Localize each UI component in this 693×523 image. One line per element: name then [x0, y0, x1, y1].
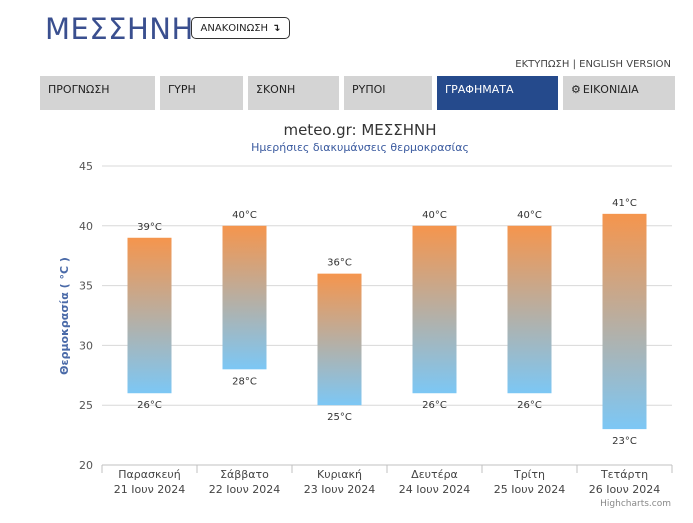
main-nav: ΠΡΟΓΝΩΣΗ ΓΥΡΗ ΣΚΟΝΗ ΡΥΠΟΙ ΓΡΑΦΗΜΑΤΑ ⚙ ΕΙΚ…	[40, 76, 675, 110]
bar-low-label: 26°C	[422, 400, 447, 411]
page-title: ΜΕΣΣΗΝΗ	[45, 12, 194, 46]
x-tick-day-label: Κυριακή	[317, 468, 362, 481]
x-tick-date-label: 22 Ιουν 2024	[209, 483, 280, 496]
tab-charts[interactable]: ΓΡΑΦΗΜΑΤΑ	[437, 76, 558, 110]
y-tick-label: 35	[79, 280, 93, 293]
gear-icon: ⚙	[571, 83, 581, 96]
chart-title: meteo.gr: ΜΕΣΣΗΝΗ	[283, 121, 436, 139]
y-tick-label: 25	[79, 399, 93, 412]
link-separator: |	[572, 59, 576, 70]
tab-label: ΣΚΟΝΗ	[256, 83, 296, 96]
bar-high-label: 36°C	[327, 258, 352, 269]
bar-low-label: 26°C	[137, 400, 162, 411]
tab-dust[interactable]: ΣΚΟΝΗ	[248, 76, 339, 110]
tab-label: ΓΥΡΗ	[168, 83, 196, 96]
x-tick-date-label: 24 Ιουν 2024	[399, 483, 470, 496]
temperature-range-bar[interactable]	[317, 273, 362, 406]
x-tick-day-label: Παρασκευή	[118, 468, 181, 481]
tab-label: ΡΥΠΟΙ	[352, 83, 386, 96]
bar-high-label: 40°C	[232, 210, 257, 221]
x-tick-day-label: Σάββατο	[220, 468, 269, 481]
bar-low-label: 25°C	[327, 412, 352, 423]
x-tick-day-label: Τετάρτη	[600, 468, 648, 481]
tab-forecast[interactable]: ΠΡΟΓΝΩΣΗ	[40, 76, 155, 110]
x-tick-date-label: 23 Ιουν 2024	[304, 483, 375, 496]
tab-pollutants[interactable]: ΡΥΠΟΙ	[344, 76, 432, 110]
bar-low-label: 28°C	[232, 376, 257, 387]
x-tick-day-label: Τρίτη	[513, 468, 545, 481]
tab-icons[interactable]: ⚙ ΕΙΚΟΝΙΔΙΑ	[563, 76, 675, 110]
english-version-link[interactable]: ENGLISH VERSION	[579, 59, 671, 70]
y-tick-label: 20	[79, 459, 93, 472]
temperature-range-bar[interactable]	[602, 213, 647, 430]
bar-low-label: 26°C	[517, 400, 542, 411]
bar-high-label: 40°C	[422, 210, 447, 221]
bar-high-label: 40°C	[517, 210, 542, 221]
y-tick-label: 40	[79, 220, 93, 233]
bar-low-label: 23°C	[612, 436, 637, 447]
temperature-range-bar[interactable]	[127, 237, 172, 394]
temperature-range-bar[interactable]	[412, 225, 457, 394]
temperature-range-bar[interactable]	[222, 225, 267, 370]
top-links: ΕΚΤΥΠΩΣΗ | ENGLISH VERSION	[515, 59, 671, 70]
tab-label: ΓΡΑΦΗΜΑΤΑ	[445, 83, 514, 96]
chart-subtitle: Ημερήσιες διακυμάνσεις θερμοκρασίας	[251, 141, 469, 154]
bar-high-label: 39°C	[137, 222, 162, 233]
x-tick-date-label: 25 Ιουν 2024	[494, 483, 565, 496]
arrow-down-icon: ↴	[272, 22, 281, 34]
y-tick-label: 45	[79, 160, 93, 173]
bar-high-label: 41°C	[612, 198, 637, 209]
announcement-label: ΑΝΑΚΟΙΝΩΣΗ	[200, 22, 269, 34]
print-link[interactable]: ΕΚΤΥΠΩΣΗ	[515, 59, 570, 70]
y-tick-label: 30	[79, 339, 93, 352]
x-tick-date-label: 26 Ιουν 2024	[589, 483, 660, 496]
announcement-button[interactable]: ΑΝΑΚΟΙΝΩΣΗ ↴	[191, 17, 290, 39]
tab-label: ΕΙΚΟΝΙΔΙΑ	[582, 83, 639, 96]
tab-pollen[interactable]: ΓΥΡΗ	[160, 76, 243, 110]
credits-link[interactable]: Highcharts.com	[600, 499, 671, 509]
tab-label: ΠΡΟΓΝΩΣΗ	[48, 83, 110, 96]
x-tick-day-label: Δευτέρα	[411, 468, 458, 481]
y-axis-label: Θερμοκρασία ( °C )	[58, 257, 71, 375]
x-tick-date-label: 21 Ιουν 2024	[114, 483, 185, 496]
temperature-range-bar[interactable]	[507, 225, 552, 394]
